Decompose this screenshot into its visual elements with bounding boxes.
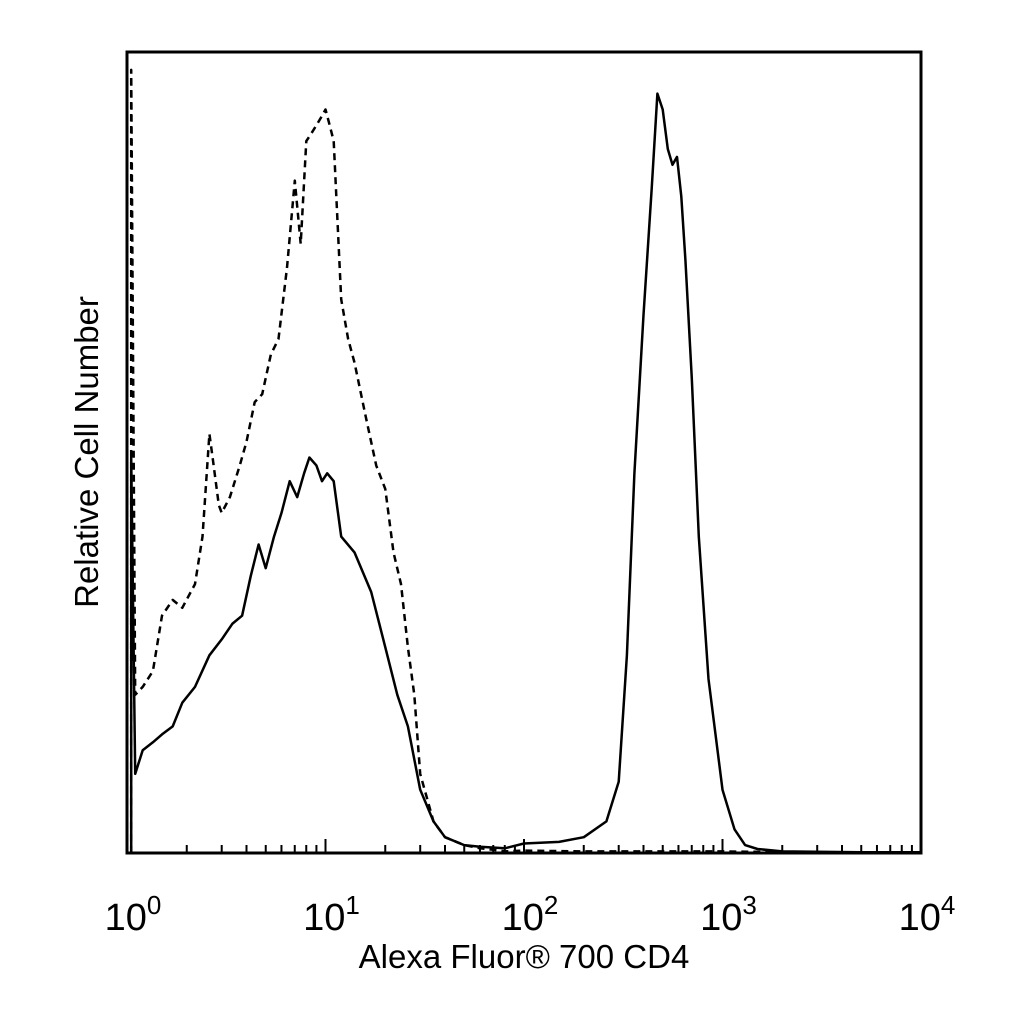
plot-frame bbox=[125, 50, 923, 855]
y-axis-label: Relative Cell Number bbox=[68, 296, 105, 608]
x-tick-label-base: 10 bbox=[700, 897, 742, 939]
x-tick-label: 103 bbox=[700, 890, 757, 939]
x-tick-label-exponent: 4 bbox=[941, 890, 955, 920]
x-tick-labels: 100 101 102 103 104 bbox=[105, 890, 956, 939]
series-line-dashed bbox=[129, 68, 921, 854]
x-tick-label-base: 10 bbox=[899, 897, 941, 939]
x-tick-label-exponent: 0 bbox=[147, 890, 161, 920]
x-axis-label: Alexa Fluor® 700 CD4 bbox=[359, 938, 690, 975]
x-tick-label: 101 bbox=[303, 890, 360, 939]
x-tick-label-exponent: 1 bbox=[345, 890, 359, 920]
x-tick-label-base: 10 bbox=[303, 897, 345, 939]
x-tick-label: 102 bbox=[502, 890, 559, 939]
x-tick-label: 104 bbox=[899, 890, 956, 939]
x-tick-label-base: 10 bbox=[105, 897, 147, 939]
x-tick-label: 100 bbox=[105, 890, 162, 939]
series-line-solid bbox=[129, 92, 921, 854]
x-tick-label-exponent: 3 bbox=[742, 890, 756, 920]
x-tick-label-base: 10 bbox=[502, 897, 544, 939]
series-layer bbox=[129, 68, 921, 854]
x-tick-label-exponent: 2 bbox=[544, 890, 558, 920]
